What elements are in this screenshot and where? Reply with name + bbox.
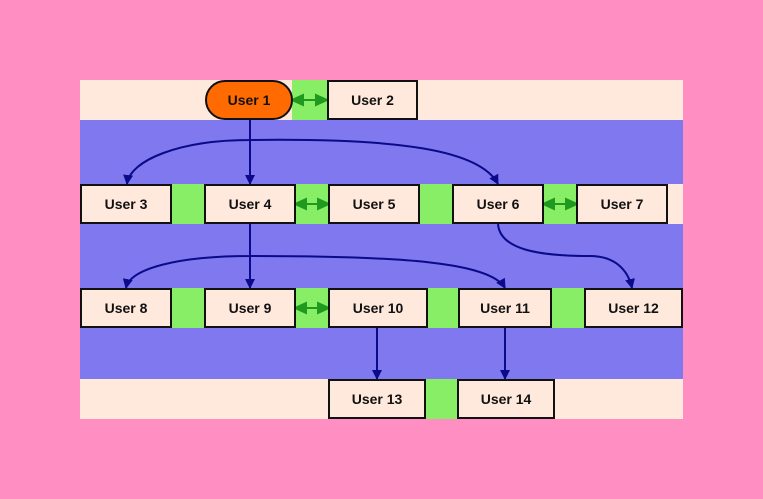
gap-band-1	[80, 120, 683, 184]
node-user-6[interactable]: User 6	[452, 184, 544, 224]
connector-strip-1-2	[292, 80, 327, 120]
connector-strip-6-7	[543, 184, 577, 224]
node-user-9[interactable]: User 9	[204, 288, 296, 328]
connector-strip-5-6	[419, 184, 453, 224]
gap-band-3	[80, 328, 683, 379]
node-user-7[interactable]: User 7	[576, 184, 668, 224]
node-user-5[interactable]: User 5	[328, 184, 420, 224]
connector-strip-8-9	[171, 288, 205, 328]
node-user-3[interactable]: User 3	[80, 184, 172, 224]
node-user-8[interactable]: User 8	[80, 288, 172, 328]
connector-strip-13-14	[425, 379, 458, 419]
connector-strip-9-10	[295, 288, 329, 328]
node-user-4[interactable]: User 4	[204, 184, 296, 224]
connector-strip-10-11	[427, 288, 459, 328]
node-user-13[interactable]: User 13	[328, 379, 426, 419]
gap-band-2	[80, 224, 683, 288]
node-user-10[interactable]: User 10	[328, 288, 428, 328]
node-user-14[interactable]: User 14	[457, 379, 555, 419]
node-user-2[interactable]: User 2	[327, 80, 418, 120]
node-user-11[interactable]: User 11	[458, 288, 552, 328]
node-user-12[interactable]: User 12	[584, 288, 683, 328]
connector-strip-3-4	[171, 184, 205, 224]
node-user-1[interactable]: User 1	[205, 80, 293, 120]
connector-strip-4-5	[295, 184, 329, 224]
connector-strip-11-12	[551, 288, 585, 328]
